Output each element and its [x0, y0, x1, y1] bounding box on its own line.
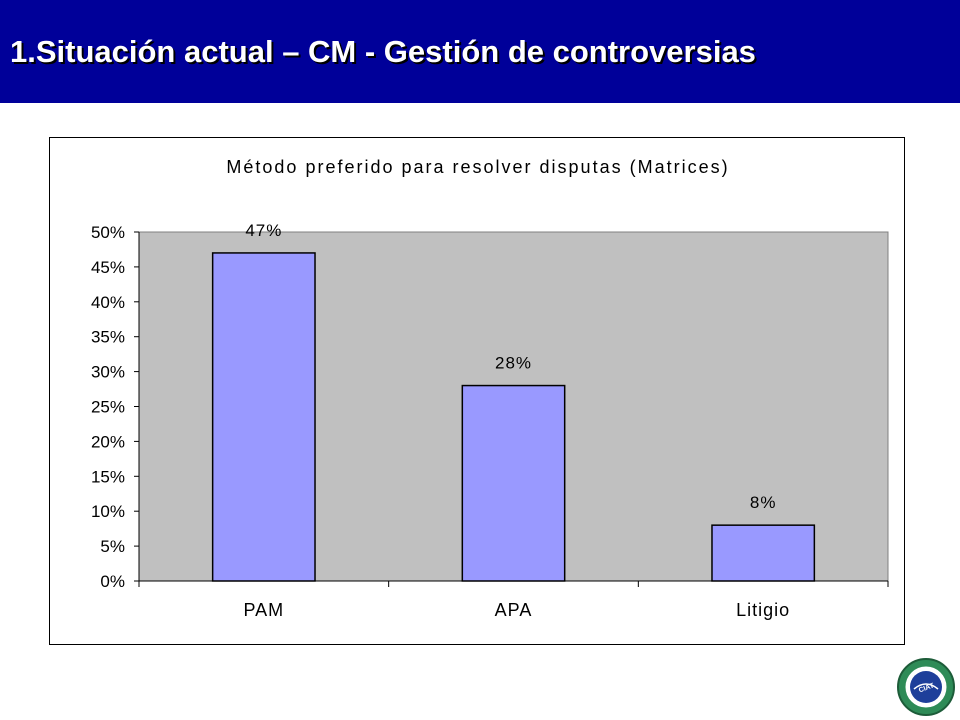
data-label: 8%: [750, 493, 777, 512]
bars-group: 47% 28% 8%: [211, 221, 816, 582]
y-tick-label: 20%: [91, 432, 125, 451]
y-tick-label: 40%: [91, 293, 125, 312]
y-tick-label: 0%: [100, 572, 125, 591]
y-tick-label: 35%: [91, 328, 125, 347]
bar-apa: [461, 384, 566, 582]
chart-area: Método preferido para resolver disputas …: [49, 137, 905, 645]
circular-seal-logo-icon: CIAT: [897, 658, 955, 716]
y-tick-label: 30%: [91, 363, 125, 382]
y-tick-label: 45%: [91, 258, 125, 277]
x-axis: PAM APA Litigio: [138, 580, 889, 620]
y-axis: 0% 5% 10% 15% 20% 25% 30% 35% 40% 45% 50%: [91, 223, 140, 591]
chart-title: Método preferido para resolver disputas …: [226, 157, 729, 177]
bar-pam: [211, 252, 316, 582]
y-tick-label: 25%: [91, 398, 125, 417]
slide-header: 1.Situación actual – CM - Gestión de con…: [0, 0, 960, 103]
y-tick-label: 50%: [91, 223, 125, 242]
y-tick-label: 15%: [91, 467, 125, 486]
x-tick-label: PAM: [243, 600, 284, 620]
slide-title: 1.Situación actual – CM - Gestión de con…: [10, 34, 756, 69]
x-tick-label: APA: [495, 600, 533, 620]
y-tick-label: 10%: [91, 502, 125, 521]
y-tick-label: 5%: [100, 537, 125, 556]
x-tick-label: Litigio: [736, 600, 790, 620]
bar-chart: Método preferido para resolver disputas …: [91, 157, 889, 620]
data-label: 28%: [495, 354, 532, 373]
bar-litigio: [711, 524, 816, 582]
data-label: 47%: [245, 221, 282, 240]
